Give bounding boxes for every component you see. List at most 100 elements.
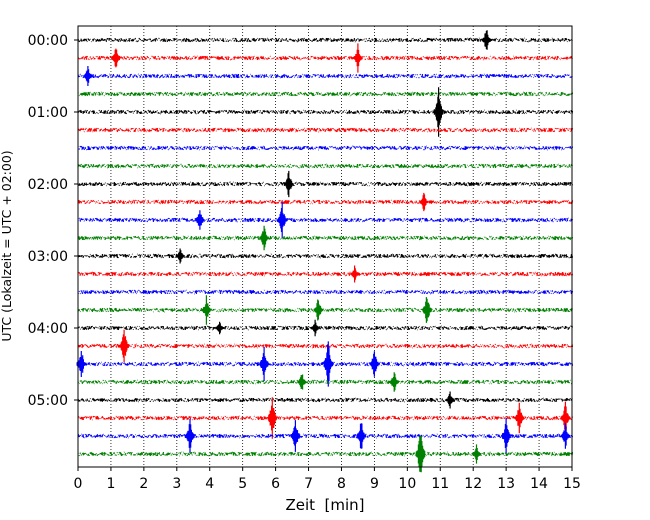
x-tick-label: 5 [238, 476, 247, 492]
y-tick-label: 04:00 [28, 321, 68, 337]
trace-series [76, 30, 574, 473]
x-tick-label: 8 [337, 476, 346, 492]
x-tick-label: 13 [497, 476, 515, 492]
x-tick-label: 1 [106, 476, 115, 492]
seismic-event [259, 346, 269, 382]
seismic-event [560, 401, 571, 435]
trace-0330 [77, 289, 574, 295]
seismic-event [259, 225, 269, 251]
seismic-event [356, 423, 366, 449]
seismic-event [353, 43, 363, 73]
trace-0145 [77, 163, 573, 169]
seismic-event [471, 444, 482, 464]
seismic-event [415, 435, 426, 473]
trace-noise [77, 217, 574, 223]
seismic-event [514, 402, 525, 434]
trace-noise [77, 451, 574, 457]
trace-noise [77, 235, 574, 241]
trace-noise [77, 307, 574, 313]
x-tick-label: 14 [530, 476, 548, 492]
seismic-event [175, 248, 185, 264]
trace-noise [77, 181, 574, 187]
y-axis: 00:00 01:00 02:00 03:00 04:00 05:00 [28, 33, 78, 409]
seismic-event [119, 329, 129, 363]
trace-0115 [77, 127, 574, 133]
trace-0345 [77, 295, 574, 325]
x-tick-label: 0 [74, 476, 83, 492]
trace-0000 [77, 30, 573, 50]
trace-0430 [76, 341, 574, 387]
y-tick-label: 05:00 [28, 393, 68, 409]
trace-noise [77, 109, 574, 115]
seismic-event [419, 192, 429, 212]
trace-0415 [77, 329, 574, 363]
seismic-event [501, 418, 511, 454]
trace-noise [77, 289, 574, 295]
seismic-event [560, 423, 571, 449]
seismic-event [323, 341, 334, 387]
y-tick-label: 02:00 [28, 177, 68, 193]
trace-0200 [77, 170, 574, 198]
seismic-event [277, 201, 287, 239]
trace-noise [77, 343, 574, 349]
trace-0500 [77, 391, 573, 409]
seismic-event [310, 319, 320, 337]
seismic-event [433, 87, 444, 137]
trace-0300 [77, 248, 574, 264]
trace-noise [77, 73, 573, 79]
trace-noise [77, 199, 574, 205]
trace-0030 [77, 66, 573, 86]
trace-0230 [77, 201, 574, 239]
seismic-event [389, 372, 399, 392]
trace-0530 [77, 418, 574, 454]
seismic-event [214, 321, 225, 335]
trace-0130 [77, 145, 574, 151]
trace-noise [77, 145, 574, 151]
seismic-event [290, 420, 301, 452]
seismic-event [185, 418, 195, 454]
x-tick-label: 4 [205, 476, 214, 492]
plot-frame [77, 25, 573, 468]
seismic-event [83, 66, 93, 86]
trace-0015 [77, 43, 573, 73]
seismic-event [313, 299, 324, 321]
trace-noise [77, 253, 574, 259]
x-tick-label: 7 [304, 476, 313, 492]
trace-noise [77, 37, 573, 43]
trace-0215 [77, 192, 574, 212]
x-axis: 0 1 2 3 4 5 6 7 8 9 10 11 12 13 14 15 [74, 467, 581, 492]
y-tick-label: 03:00 [28, 249, 68, 265]
x-tick-label: 10 [398, 476, 416, 492]
trace-noise [77, 55, 573, 61]
x-tick-label: 15 [563, 476, 581, 492]
x-tick-label: 2 [139, 476, 148, 492]
seismic-event [422, 297, 432, 323]
x-tick-label: 11 [431, 476, 449, 492]
trace-noise [77, 379, 573, 385]
x-axis-label: Zeit [min] [285, 496, 364, 514]
seismic-event [267, 397, 278, 439]
trace-noise [77, 325, 574, 331]
trace-0245 [77, 225, 574, 251]
y-tick-label: 01:00 [28, 105, 68, 121]
trace-noise [77, 127, 574, 133]
trace-0515 [77, 397, 574, 439]
trace-0445 [77, 372, 573, 392]
trace-0045 [77, 91, 574, 97]
seismic-event [111, 48, 121, 68]
trace-noise [77, 433, 574, 439]
seismic-event [201, 295, 212, 325]
seismic-event [349, 265, 360, 283]
trace-noise [77, 91, 574, 97]
seismic-event [369, 351, 380, 377]
seismic-event [481, 30, 492, 50]
x-tick-label: 9 [370, 476, 379, 492]
x-tick-label: 12 [464, 476, 482, 492]
trace-noise [77, 415, 574, 421]
x-tick-label: 3 [172, 476, 181, 492]
trace-noise [78, 271, 574, 277]
seismic-event [445, 391, 455, 409]
trace-0400 [77, 319, 574, 337]
trace-noise [77, 163, 573, 169]
